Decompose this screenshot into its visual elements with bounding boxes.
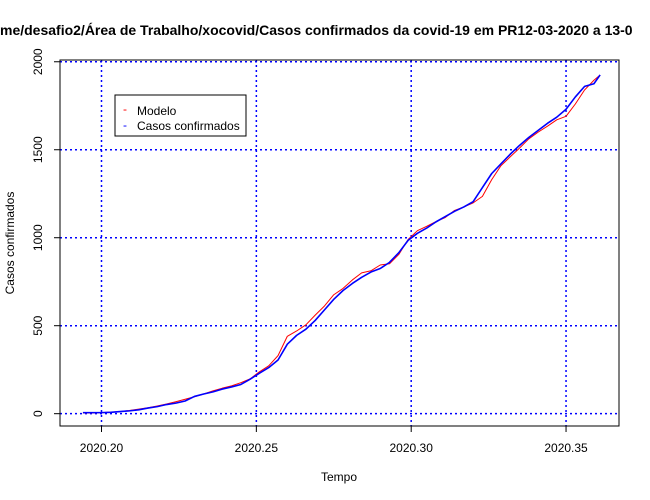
axes: 2020.20 2020.25 2020.30 2020.35 0 500 1000 1500…: [31, 48, 588, 455]
plot-frame: [59, 59, 620, 427]
legend-label-casos: Casos confirmados: [137, 119, 240, 133]
legend: - Modelo - Casos confirmados: [114, 94, 247, 137]
legend-marker-casos: -: [123, 118, 127, 132]
x-tick-label: 2020.25: [235, 441, 279, 455]
chart-title: me/desafio2/Área de Trabalho/xocovid/Cas…: [0, 22, 633, 38]
legend-label-modelo: Modelo: [137, 104, 177, 118]
grid-lines: [60, 60, 619, 426]
y-tick-label: 1000: [31, 224, 45, 251]
x-tick-label: 2020.30: [389, 441, 433, 455]
y-tick-label: 2000: [31, 48, 45, 75]
series-lines: [82, 74, 601, 414]
x-axis-label: Tempo: [321, 470, 357, 484]
series-line-modelo: [82, 74, 601, 414]
y-tick-label: 1500: [31, 136, 45, 163]
y-tick-label: 0: [31, 410, 45, 417]
legend-box: [114, 94, 247, 137]
x-tick-label: 2020.35: [544, 441, 588, 455]
y-axis-label: Casos confirmados: [3, 192, 17, 295]
y-tick-label: 500: [31, 315, 45, 335]
x-tick-label: 2020.20: [80, 441, 124, 455]
legend-marker-modelo: -: [123, 102, 127, 116]
series-line-casos-confirmados: [82, 74, 601, 414]
